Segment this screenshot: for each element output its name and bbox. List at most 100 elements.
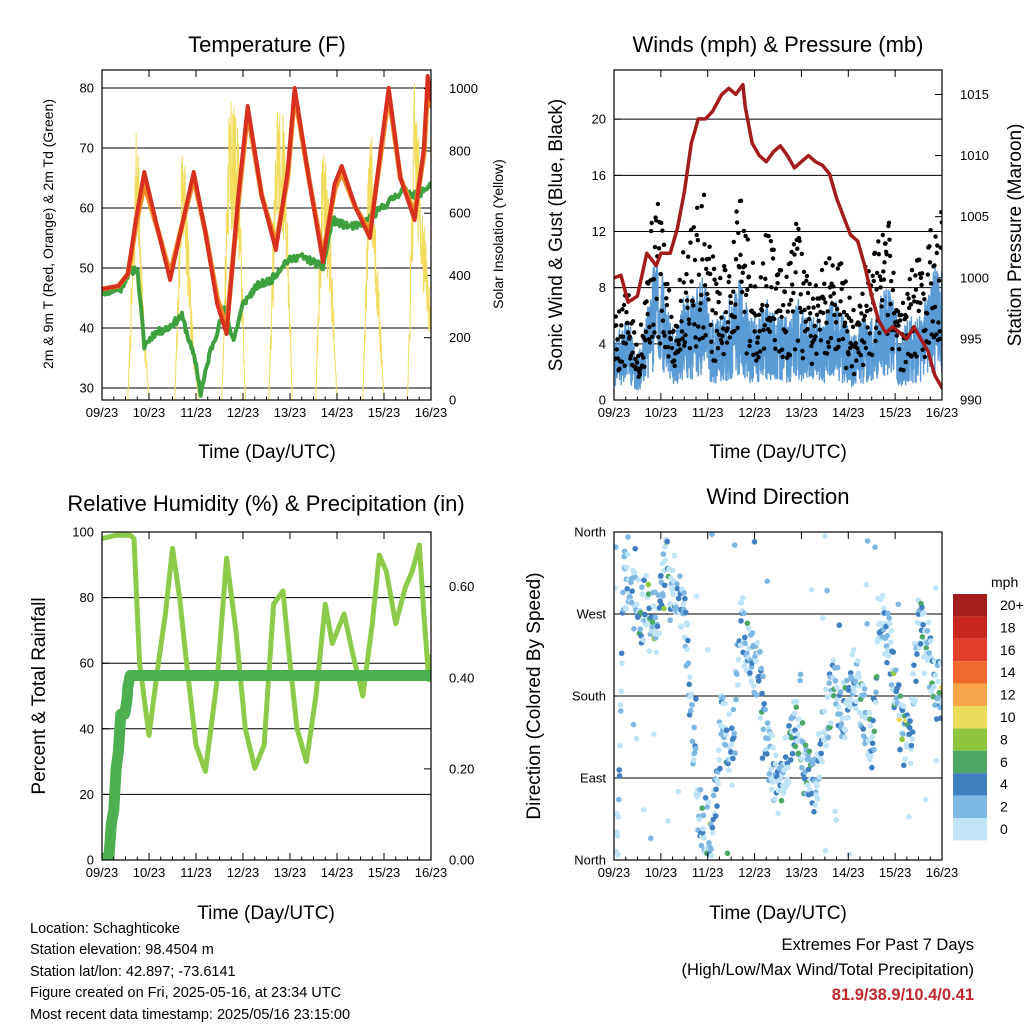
direction-point [811,808,817,815]
gust-point [745,237,750,242]
direction-point [838,721,845,727]
dewpoint-line [102,181,431,398]
gust-point [826,340,831,345]
direction-point [814,783,820,789]
direction-point [658,572,664,579]
gust-point [809,343,814,349]
gust-point [876,252,881,257]
gust-point [862,340,867,345]
gust-point [770,256,776,261]
direction-point [616,773,623,779]
gust-point [660,228,665,233]
gust-point [900,300,906,306]
gust-point [812,323,817,329]
legend-label: 6 [1000,754,1008,770]
direction-point [674,581,680,587]
temperature-y2tick-label: 1000 [449,81,478,96]
direction-point [761,701,767,707]
winds-ytick-label: 8 [599,280,606,295]
gust-point [679,329,685,334]
gust-point [676,342,681,347]
direction-point [822,533,828,539]
gust-point [728,294,733,299]
gust-point [916,308,921,314]
gust-point [895,309,901,314]
direction-point [906,814,912,820]
direction-point [618,708,624,714]
direction-point [924,628,931,634]
gust-point [808,333,813,339]
winds-xtick-label: 13/23 [785,405,818,420]
gust-point [851,307,856,313]
gust-point [708,322,713,328]
direction-point [678,623,685,629]
gust-point [748,283,753,288]
temperature-y2tick-label: 400 [449,268,471,283]
direction-point [751,539,758,545]
gust-point [701,192,707,198]
direction-point [687,674,693,680]
temperature-title: Temperature (F) [188,32,346,57]
gust-point [725,320,731,325]
direction-point [802,742,809,749]
gust-point [615,356,621,361]
direction-point [801,776,808,782]
gust-point [788,297,794,303]
gust-point [738,252,743,257]
gust-point [863,345,869,351]
legend-label: 14 [1000,664,1016,680]
direction-point [815,796,821,802]
direction-point [888,682,895,688]
direction-point [925,619,932,626]
winds-xtick-label: 09/23 [598,405,631,420]
gust-point [783,329,789,334]
legend-swatch [953,728,987,751]
gust-point [681,250,686,255]
direction-point [627,594,633,600]
gust-point [837,312,843,317]
direction-point [715,780,722,787]
gust-point [896,323,901,328]
gust-point [847,295,852,300]
gust-point [761,346,767,351]
direction-point [821,737,827,744]
direction-point [614,544,619,550]
direction-point [824,694,831,700]
gust-point [784,274,789,279]
gust-point [731,239,736,245]
gust-point [896,347,902,352]
direction-point [935,694,942,701]
direction-point [873,689,879,695]
direction-point [728,749,734,755]
humidity-ytick-label: 100 [72,525,94,540]
gust-point [890,287,896,293]
gust-point [803,319,808,324]
direction-point [640,637,646,643]
gust-point [846,315,852,321]
gust-point [697,337,702,342]
gust-point [723,310,729,315]
direction-point [724,850,731,857]
gust-point [692,257,698,263]
winds-y2tick-label: 995 [960,331,982,346]
wind-direction-title: Wind Direction [706,484,849,509]
gust-point [840,336,846,342]
gust-point [706,256,712,262]
gust-point [642,364,647,369]
direction-point [660,551,667,557]
gust-point [831,291,837,296]
humidity-xtick-label: 14/23 [321,865,354,880]
direction-point [615,851,621,858]
gust-point [727,335,732,340]
gust-point [873,325,879,331]
gust-point [779,347,785,352]
gust-point [654,296,659,301]
direction-point [693,593,700,600]
direction-point [832,808,838,815]
gust-point [620,334,626,339]
humidity-xlabel: Time (Day/UTC) [197,903,335,924]
gust-point [656,334,661,340]
gust-point [922,297,927,302]
humidity-ytick-label: 60 [80,656,94,671]
gust-point [854,358,859,363]
